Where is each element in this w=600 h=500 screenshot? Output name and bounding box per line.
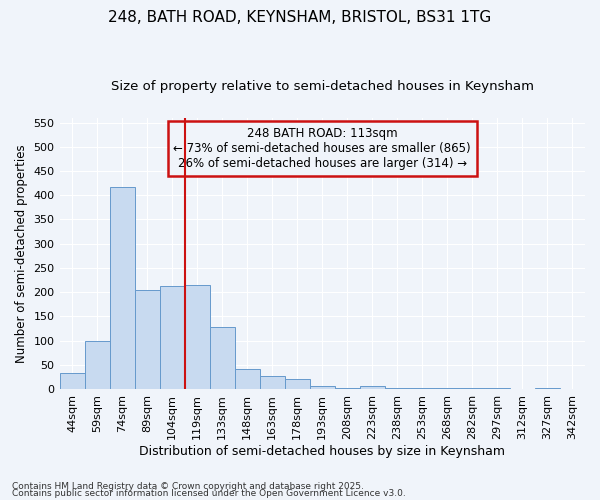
Bar xyxy=(335,388,360,389)
Text: Contains public sector information licensed under the Open Government Licence v3: Contains public sector information licen… xyxy=(12,488,406,498)
Bar xyxy=(209,327,235,389)
X-axis label: Distribution of semi-detached houses by size in Keynsham: Distribution of semi-detached houses by … xyxy=(139,444,505,458)
Bar xyxy=(235,368,260,389)
Bar xyxy=(134,290,160,389)
Bar xyxy=(285,380,310,389)
Bar xyxy=(185,285,209,389)
Bar xyxy=(410,388,435,389)
Bar xyxy=(110,186,134,389)
Text: 248, BATH ROAD, KEYNSHAM, BRISTOL, BS31 1TG: 248, BATH ROAD, KEYNSHAM, BRISTOL, BS31 … xyxy=(109,10,491,25)
Bar xyxy=(160,286,185,389)
Y-axis label: Number of semi-detached properties: Number of semi-detached properties xyxy=(15,144,28,362)
Bar xyxy=(310,386,335,389)
Bar xyxy=(260,376,285,389)
Text: 248 BATH ROAD: 113sqm
← 73% of semi-detached houses are smaller (865)
26% of sem: 248 BATH ROAD: 113sqm ← 73% of semi-deta… xyxy=(173,128,471,170)
Title: Size of property relative to semi-detached houses in Keynsham: Size of property relative to semi-detach… xyxy=(111,80,534,93)
Text: Contains HM Land Registry data © Crown copyright and database right 2025.: Contains HM Land Registry data © Crown c… xyxy=(12,482,364,491)
Bar xyxy=(385,388,410,389)
Bar xyxy=(59,373,85,389)
Bar xyxy=(85,340,110,389)
Bar xyxy=(360,386,385,389)
